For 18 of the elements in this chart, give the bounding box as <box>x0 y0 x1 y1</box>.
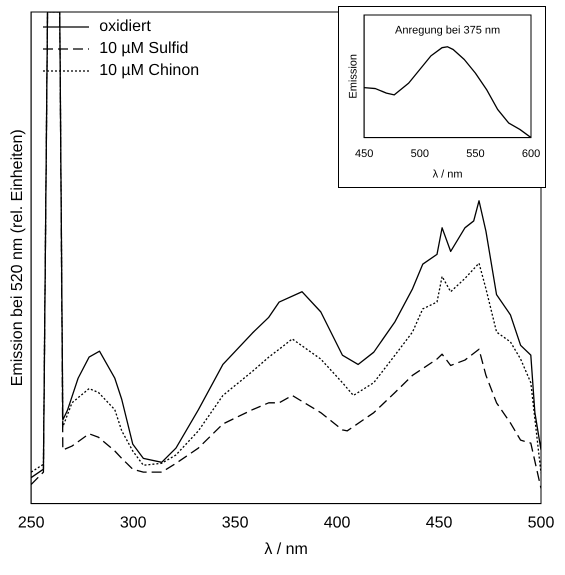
x-tick-label: 400 <box>324 514 351 532</box>
x-tick-label: 500 <box>528 514 554 532</box>
x-tick-label: 250 <box>18 514 45 532</box>
x-tick-label: 450 <box>355 148 374 160</box>
x-tick-label: 350 <box>222 514 249 532</box>
x-axis-title: λ / nm <box>264 540 308 558</box>
y-axis-title: Emission <box>348 54 360 99</box>
x-tick-label: 300 <box>120 514 147 532</box>
x-tick-label: 550 <box>466 148 485 160</box>
y-axis-title: Emission bei 520 nm (rel. Einheiten) <box>9 129 26 386</box>
legend-label: 10 µM Chinon <box>99 61 200 81</box>
x-tick-label: 450 <box>426 514 452 532</box>
legend-label: 10 µM Sulfid <box>99 39 188 59</box>
x-tick-label: 600 <box>522 148 540 160</box>
x-tick-label: 500 <box>410 148 429 160</box>
x-axis-title: λ / nm <box>432 168 463 180</box>
chart-title: Anregung bei 375 nm <box>395 24 500 37</box>
legend-label: oxidiert <box>99 17 151 37</box>
